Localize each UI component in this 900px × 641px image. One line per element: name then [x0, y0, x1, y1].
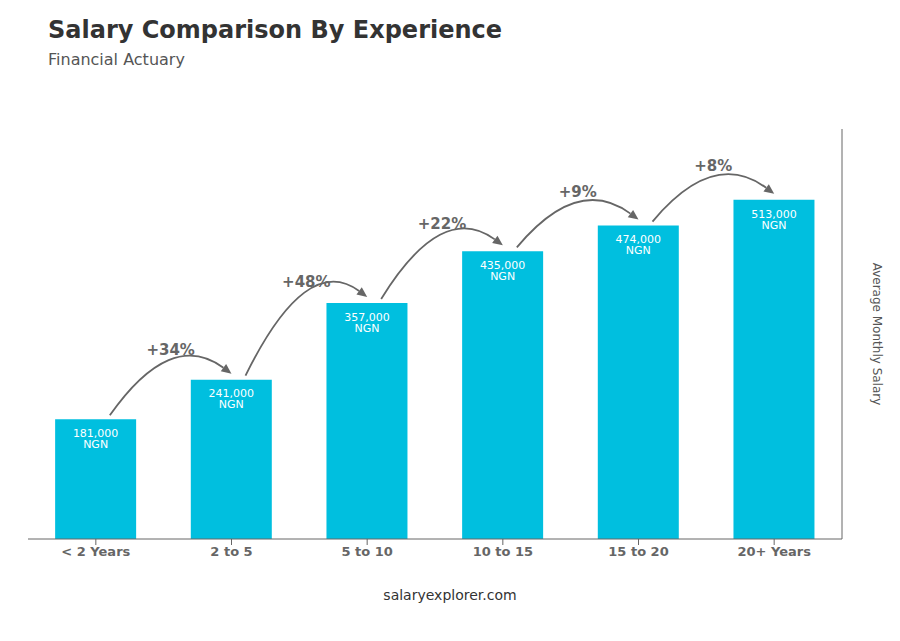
svg-text:435,000NGN: 435,000NGN: [480, 259, 526, 283]
html-text:Financial Actuary: Financial Actuary: [48, 50, 185, 69]
svg-text:513,000NGN: 513,000NGN: [751, 208, 797, 232]
svg-text:+8%: +8%: [694, 157, 732, 175]
svg-text:474,000NGN: 474,000NGN: [616, 233, 662, 257]
svg-text:20+ Years: 20+ Years: [737, 544, 811, 559]
svg-text:181,000NGN: 181,000NGN: [73, 427, 119, 451]
svg-text:357,000NGN: 357,000NGN: [344, 311, 390, 335]
svg-text:< 2 Years: < 2 Years: [61, 544, 130, 559]
html-text:salaryexplorer.com: salaryexplorer.com: [383, 587, 517, 603]
svg-text:+48%: +48%: [282, 273, 330, 291]
svg-text:+22%: +22%: [418, 215, 466, 233]
svg-text:5 to 10: 5 to 10: [341, 544, 392, 559]
svg-text:241,000NGN: 241,000NGN: [209, 387, 255, 411]
svg-text:15 to 20: 15 to 20: [608, 544, 668, 559]
svg-text:+34%: +34%: [146, 341, 194, 359]
svg-text:+9%: +9%: [559, 183, 597, 201]
svg-text:2 to 5: 2 to 5: [210, 544, 252, 559]
svg-text:Average Monthly Salary: Average Monthly Salary: [870, 263, 884, 406]
svg-text:10 to 15: 10 to 15: [473, 544, 533, 559]
html-text:Salary Comparison By Experienc: Salary Comparison By Experience: [48, 16, 503, 44]
